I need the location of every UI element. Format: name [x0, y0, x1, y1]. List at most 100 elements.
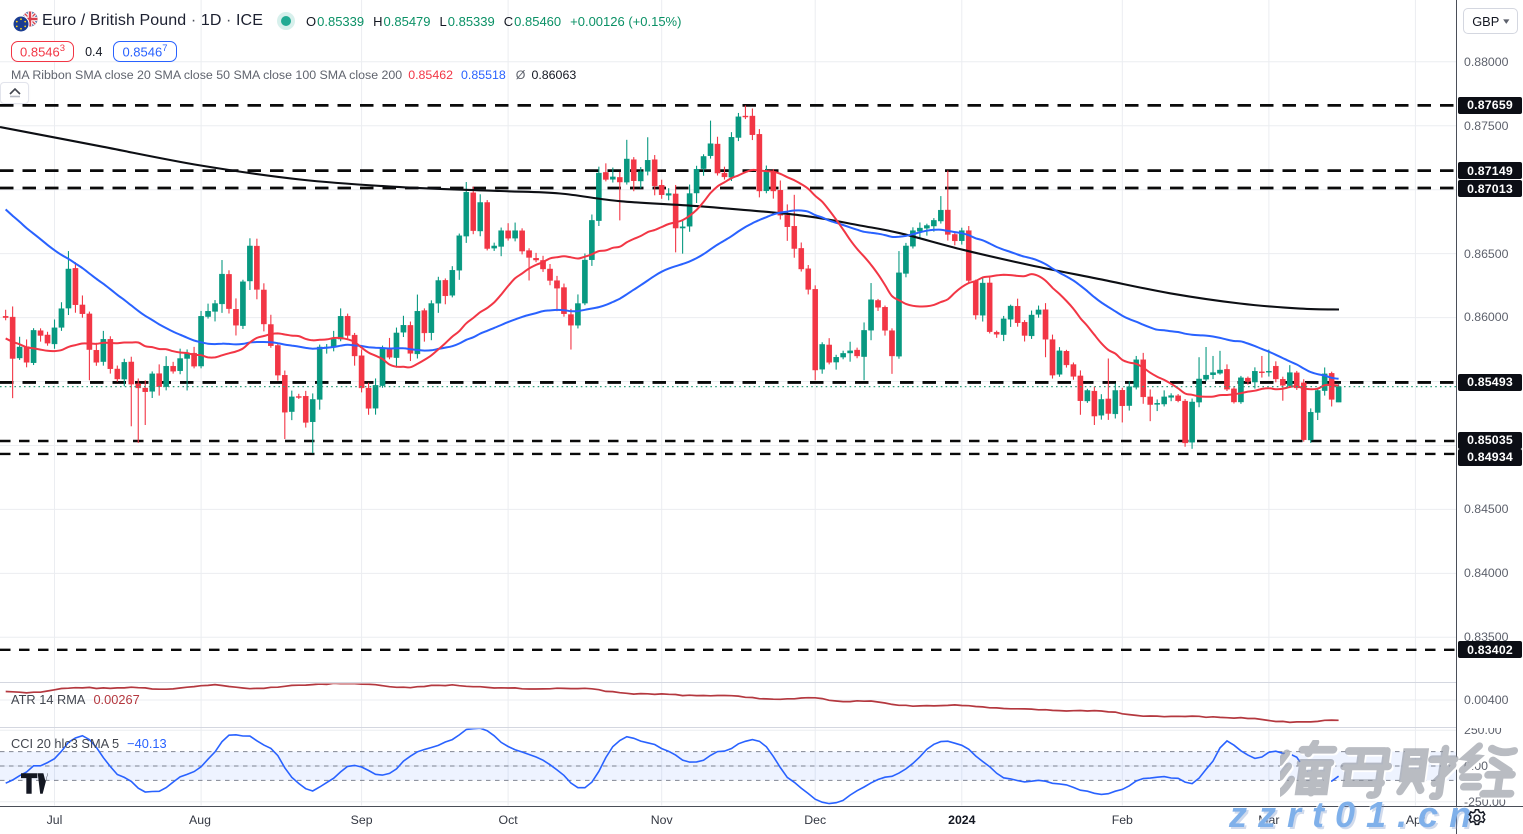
candle-body[interactable] — [498, 230, 504, 247]
candle-body[interactable] — [302, 396, 309, 423]
candle-body[interactable] — [484, 202, 491, 249]
candle-body[interactable] — [1084, 390, 1091, 402]
candle-body[interactable] — [1182, 400, 1188, 444]
candle-body[interactable] — [623, 158, 630, 183]
atr-line[interactable] — [5, 683, 1339, 724]
candle-body[interactable] — [1266, 371, 1272, 373]
candle-body[interactable] — [233, 309, 239, 326]
candle-body[interactable] — [1196, 378, 1202, 403]
sma200-line[interactable] — [0, 125, 1340, 311]
candle-body[interactable] — [372, 385, 379, 409]
candle-body[interactable] — [965, 230, 972, 281]
chart-plot-area[interactable]: Euro / British Pound · 1D · ICE O 0.85339… — [0, 0, 1456, 806]
candle-body[interactable] — [1021, 321, 1028, 336]
sell-button[interactable]: 0.85463 — [11, 41, 75, 62]
candle-body[interactable] — [561, 287, 567, 314]
candle-body[interactable] — [1098, 399, 1105, 416]
candle-body[interactable] — [910, 230, 916, 247]
candle-body[interactable] — [79, 304, 86, 314]
candle-body[interactable] — [163, 365, 169, 387]
candle-body[interactable] — [400, 325, 407, 333]
tradingview-logo[interactable] — [21, 773, 48, 799]
candle-body[interactable] — [993, 331, 1000, 335]
candle-body[interactable] — [1175, 395, 1181, 401]
candle-body[interactable] — [1273, 365, 1279, 380]
candle-body[interactable] — [1070, 364, 1077, 377]
candle-body[interactable] — [463, 192, 470, 237]
candle-body[interactable] — [442, 280, 449, 297]
candle-body[interactable] — [240, 281, 246, 326]
candle-body[interactable] — [756, 134, 763, 192]
candle-body[interactable] — [791, 226, 798, 249]
candle-body[interactable] — [254, 245, 260, 290]
time-axis-label[interactable]: 2024 — [948, 813, 976, 827]
candle-body[interactable] — [65, 268, 72, 309]
candle-body[interactable] — [23, 346, 30, 363]
candle-body[interactable] — [1007, 305, 1014, 320]
candle-body[interactable] — [275, 345, 281, 376]
candle-body[interactable] — [728, 137, 735, 178]
candle-body[interactable] — [1119, 390, 1126, 407]
candle-body[interactable] — [812, 289, 819, 371]
candle-body[interactable] — [868, 299, 874, 331]
candle-body[interactable] — [1238, 377, 1244, 403]
cci-pane-legend[interactable]: CCI 20 hlc3 SMA 5 −40.13 — [11, 736, 167, 751]
candle-body[interactable] — [100, 339, 107, 362]
candle-body[interactable] — [435, 280, 442, 304]
candle-body[interactable] — [1147, 396, 1154, 405]
price-level-badge[interactable]: 0.87149 — [1458, 162, 1522, 180]
candle-body[interactable] — [854, 349, 860, 357]
candle-body[interactable] — [617, 177, 623, 183]
candle-body[interactable] — [1112, 390, 1119, 415]
sma20-line[interactable] — [5, 168, 1339, 398]
candle-body[interactable] — [295, 396, 302, 398]
candle-body[interactable] — [763, 171, 770, 192]
time-axis-label[interactable]: Feb — [1111, 813, 1133, 827]
candle-body[interactable] — [1161, 396, 1167, 405]
candle-body[interactable] — [135, 383, 142, 389]
candle-body[interactable] — [1300, 382, 1307, 440]
candle-body[interactable] — [330, 339, 337, 347]
candle-body[interactable] — [665, 193, 672, 196]
candle-body[interactable] — [1252, 371, 1258, 383]
candle-body[interactable] — [44, 334, 51, 344]
candle-body[interactable] — [2, 316, 9, 318]
candle-body[interactable] — [309, 399, 316, 423]
candle-body[interactable] — [540, 260, 546, 270]
candle-body[interactable] — [1133, 359, 1140, 388]
candle-body[interactable] — [491, 245, 497, 249]
candle-body[interactable] — [798, 248, 805, 270]
candle-body[interactable] — [477, 202, 484, 232]
candle-body[interactable] — [1077, 375, 1084, 401]
candle-body[interactable] — [16, 346, 23, 359]
time-axis-label[interactable]: Mar — [1258, 813, 1280, 827]
candle-body[interactable] — [847, 350, 853, 354]
candle-body[interactable] — [149, 373, 156, 392]
candle-body[interactable] — [1168, 395, 1174, 398]
price-level-badge[interactable]: 0.87659 — [1458, 96, 1522, 114]
candle-body[interactable] — [226, 274, 232, 309]
candle-body[interactable] — [1091, 390, 1098, 417]
candle-body[interactable] — [212, 303, 218, 312]
candle-body[interactable] — [1314, 390, 1321, 413]
candle-body[interactable] — [1259, 371, 1265, 374]
candle-body[interactable] — [505, 230, 511, 239]
candle-body[interactable] — [749, 115, 756, 135]
candle-body[interactable] — [128, 361, 135, 385]
candle-body[interactable] — [979, 282, 986, 316]
candle-body[interactable] — [1140, 359, 1147, 398]
candle-body[interactable] — [945, 209, 951, 235]
candle-body[interactable] — [93, 349, 100, 363]
candle-body[interactable] — [156, 373, 162, 387]
candle-body[interactable] — [1105, 398, 1112, 414]
candle-body[interactable] — [1028, 314, 1035, 337]
candle-body[interactable] — [735, 116, 742, 138]
candle-body[interactable] — [177, 358, 183, 371]
candle-body[interactable] — [1321, 373, 1328, 391]
cci-line[interactable] — [5, 728, 1340, 805]
candle-body[interactable] — [142, 387, 149, 392]
candle-body[interactable] — [421, 310, 428, 334]
candle-body[interactable] — [637, 171, 644, 182]
candle-body[interactable] — [191, 352, 197, 367]
candle-body[interactable] — [958, 230, 965, 241]
